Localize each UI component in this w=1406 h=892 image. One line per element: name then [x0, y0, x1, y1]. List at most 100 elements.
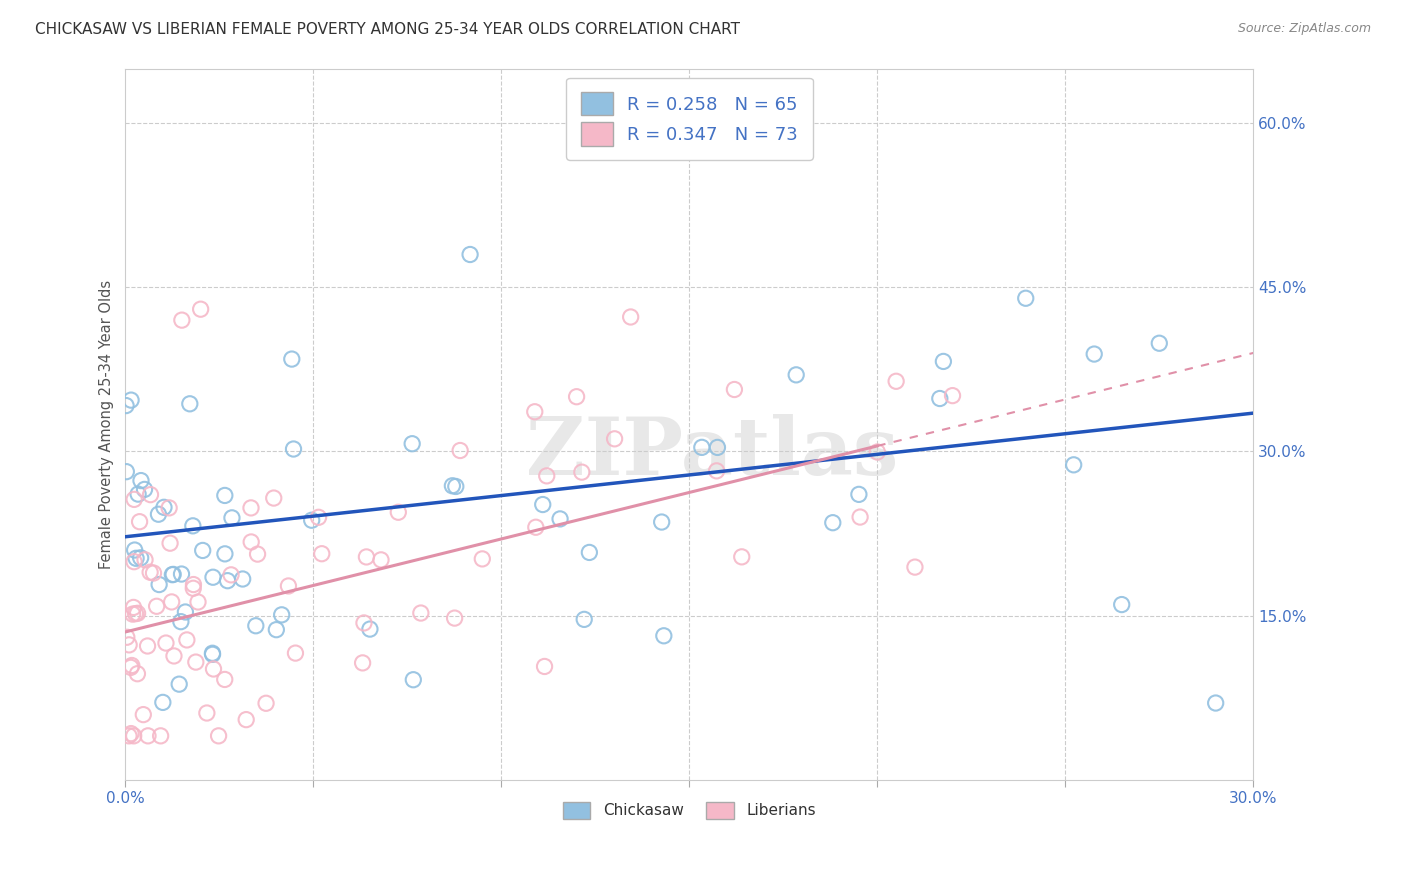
- Point: [157, 500, 180, 515]
- Point: [121, 658, 143, 673]
- Point: [184, 655, 207, 669]
- Point: [1111, 598, 1133, 612]
- Point: [187, 595, 209, 609]
- Point: [136, 729, 159, 743]
- Point: [122, 492, 145, 507]
- Point: [356, 549, 378, 564]
- Point: [122, 600, 145, 615]
- Point: [127, 487, 149, 501]
- Point: [170, 313, 193, 327]
- Point: [571, 465, 593, 479]
- Point: [359, 622, 381, 636]
- Point: [191, 543, 214, 558]
- Point: [353, 615, 375, 630]
- Point: [235, 713, 257, 727]
- Point: [848, 487, 870, 501]
- Point: [129, 474, 152, 488]
- Point: [160, 595, 183, 609]
- Point: [132, 707, 155, 722]
- Point: [155, 636, 177, 650]
- Text: CHICKASAW VS LIBERIAN FEMALE POVERTY AMONG 25-34 YEAR OLDS CORRELATION CHART: CHICKASAW VS LIBERIAN FEMALE POVERTY AMO…: [35, 22, 740, 37]
- Point: [127, 607, 149, 621]
- Point: [201, 570, 224, 584]
- Point: [202, 662, 225, 676]
- Point: [444, 479, 467, 493]
- Point: [578, 545, 600, 559]
- Point: [162, 567, 184, 582]
- Point: [201, 646, 224, 660]
- Point: [195, 706, 218, 720]
- Point: [533, 659, 555, 673]
- Point: [1015, 291, 1038, 305]
- Point: [118, 729, 141, 743]
- Point: [651, 515, 673, 529]
- Point: [574, 612, 596, 626]
- Point: [219, 567, 242, 582]
- Point: [152, 695, 174, 709]
- Point: [536, 468, 558, 483]
- Point: [706, 464, 728, 478]
- Point: [441, 479, 464, 493]
- Point: [548, 512, 571, 526]
- Point: [148, 577, 170, 591]
- Point: [136, 639, 159, 653]
- Point: [124, 607, 146, 621]
- Point: [181, 518, 204, 533]
- Point: [387, 505, 409, 519]
- Text: ZIPatlas: ZIPatlas: [526, 414, 898, 491]
- Point: [162, 567, 184, 582]
- Point: [301, 513, 323, 527]
- Point: [401, 436, 423, 450]
- Point: [706, 441, 728, 455]
- Point: [190, 302, 212, 317]
- Point: [531, 498, 554, 512]
- Point: [471, 552, 494, 566]
- Point: [159, 536, 181, 550]
- Point: [214, 673, 236, 687]
- Legend: Chickasaw, Liberians: Chickasaw, Liberians: [557, 796, 823, 825]
- Point: [120, 726, 142, 740]
- Point: [1063, 458, 1085, 472]
- Point: [263, 491, 285, 505]
- Point: [134, 483, 156, 497]
- Point: [240, 500, 263, 515]
- Point: [449, 443, 471, 458]
- Point: [1205, 696, 1227, 710]
- Point: [409, 606, 432, 620]
- Point: [120, 660, 142, 674]
- Point: [281, 352, 304, 367]
- Point: [941, 389, 963, 403]
- Point: [174, 605, 197, 619]
- Point: [928, 392, 950, 406]
- Point: [270, 607, 292, 622]
- Point: [170, 567, 193, 582]
- Point: [821, 516, 844, 530]
- Point: [170, 615, 193, 629]
- Point: [565, 390, 588, 404]
- Point: [163, 648, 186, 663]
- Point: [201, 648, 224, 662]
- Point: [849, 510, 872, 524]
- Point: [1083, 347, 1105, 361]
- Point: [125, 551, 148, 566]
- Point: [254, 696, 277, 710]
- Point: [207, 729, 229, 743]
- Point: [221, 511, 243, 525]
- Point: [120, 393, 142, 408]
- Point: [458, 247, 481, 261]
- Point: [245, 619, 267, 633]
- Point: [122, 729, 145, 743]
- Point: [352, 656, 374, 670]
- Point: [523, 405, 546, 419]
- Point: [690, 441, 713, 455]
- Point: [232, 572, 254, 586]
- Point: [277, 579, 299, 593]
- Point: [122, 555, 145, 569]
- Point: [128, 515, 150, 529]
- Point: [866, 445, 889, 459]
- Point: [370, 553, 392, 567]
- Point: [121, 607, 143, 621]
- Point: [731, 549, 754, 564]
- Point: [1149, 336, 1171, 351]
- Point: [139, 565, 162, 579]
